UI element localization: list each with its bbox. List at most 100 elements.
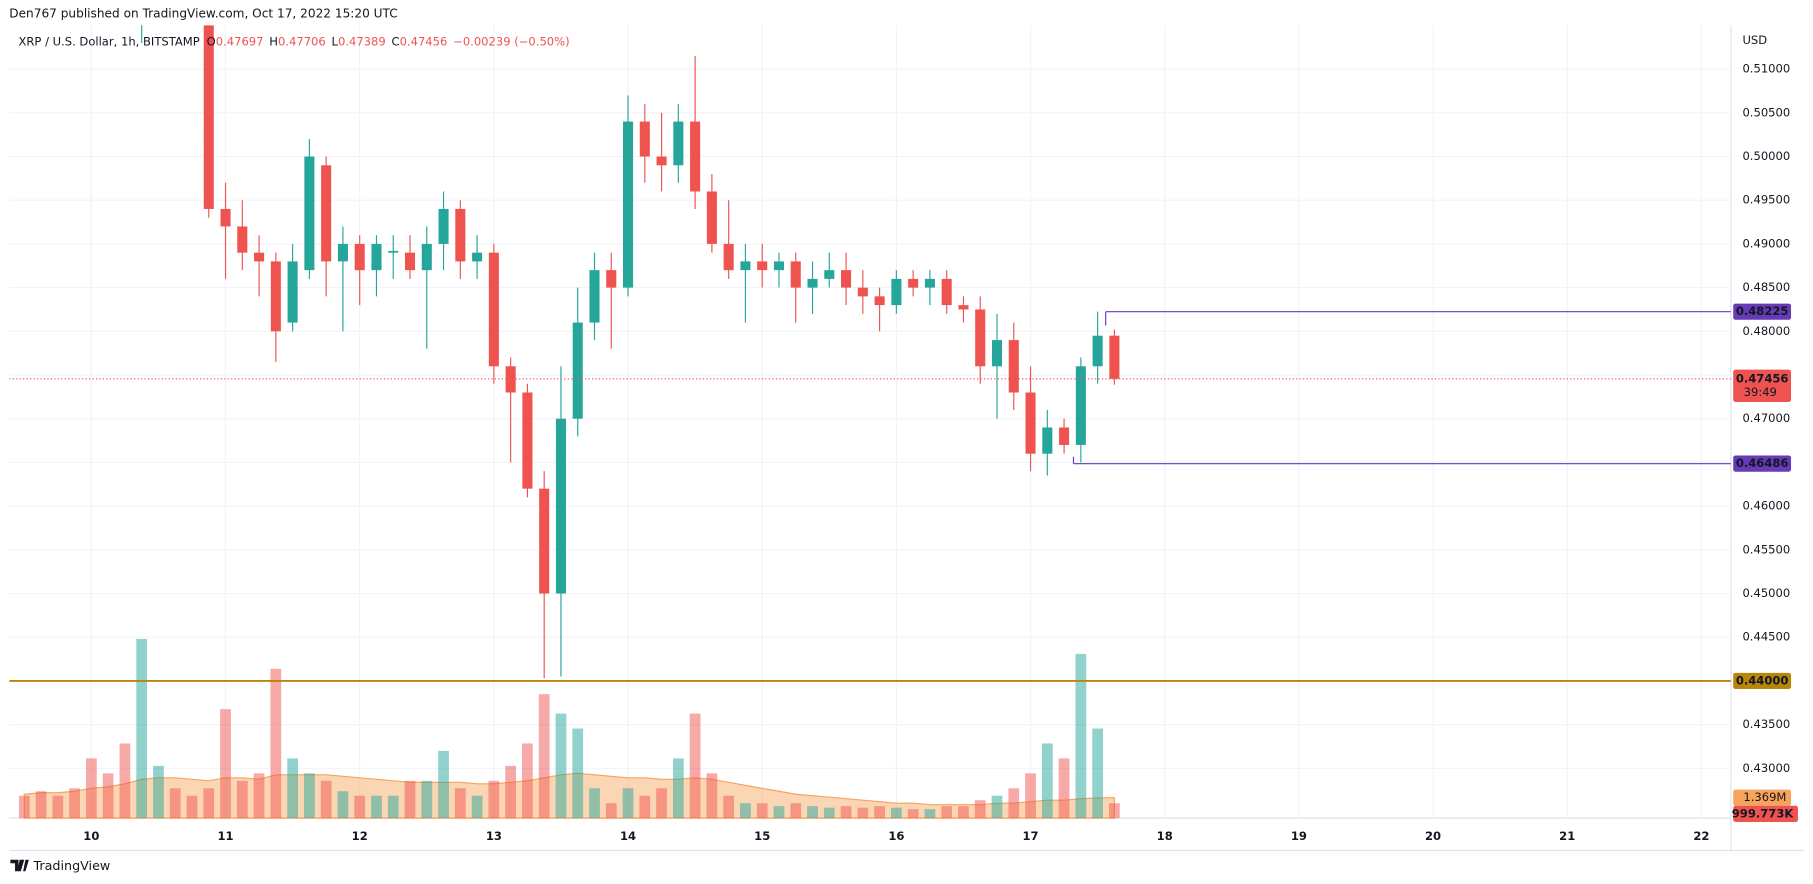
volume-bar bbox=[790, 803, 802, 819]
candle-body bbox=[908, 278, 919, 288]
candle-body bbox=[287, 261, 298, 323]
footer-brand: TradingView bbox=[33, 858, 111, 873]
legend-symbol: XRP / U.S. Dollar, 1h, BITSTAMP bbox=[19, 34, 200, 48]
x-tick-label: 22 bbox=[1693, 829, 1709, 843]
volume-bar bbox=[1075, 653, 1087, 819]
legend: XRP / U.S. Dollar, 1h, BITSTAMP O0.47697 H… bbox=[19, 34, 570, 48]
y-tick-label: 0.46000 bbox=[1742, 499, 1790, 513]
volume-bar bbox=[287, 758, 298, 819]
x-tick-label: 14 bbox=[620, 829, 636, 843]
volume-bar bbox=[773, 806, 785, 819]
candle-body bbox=[807, 278, 818, 288]
candle-body bbox=[1042, 427, 1053, 454]
y-tick-label: 0.43500 bbox=[1742, 717, 1790, 731]
x-tick-label: 10 bbox=[83, 829, 99, 843]
candle-body bbox=[824, 270, 835, 279]
volume-bar bbox=[639, 795, 651, 819]
publish-note: Den767 published on TradingView.com, Oct… bbox=[9, 6, 397, 20]
volume-bar bbox=[69, 788, 80, 819]
candle-body bbox=[505, 366, 516, 393]
volume-bar bbox=[186, 795, 198, 819]
volume-bar bbox=[689, 713, 701, 819]
candle-body bbox=[841, 270, 852, 288]
volume-bar bbox=[85, 758, 97, 819]
volume-bar bbox=[555, 713, 567, 819]
candle-body bbox=[555, 418, 566, 594]
volume-ma-badge bbox=[1733, 789, 1792, 806]
legend-key: H bbox=[269, 34, 278, 48]
volume-bar bbox=[35, 791, 47, 819]
candle-body bbox=[958, 305, 969, 310]
volume-bar bbox=[1092, 728, 1103, 819]
volume-bar bbox=[941, 806, 953, 819]
volume-pane bbox=[18, 638, 1120, 819]
candle-body bbox=[1075, 366, 1086, 445]
x-tick-label: 13 bbox=[486, 829, 502, 843]
candle-body bbox=[623, 121, 634, 288]
y-tick-label: 0.48000 bbox=[1742, 324, 1790, 338]
volume-bar bbox=[119, 743, 131, 819]
volume-ma-label: 1.369M bbox=[1743, 790, 1786, 804]
volume-bar bbox=[622, 788, 634, 819]
candle-body bbox=[522, 392, 533, 489]
candle-body bbox=[656, 156, 667, 166]
volume-bar bbox=[672, 758, 684, 819]
volume-bar bbox=[371, 795, 382, 819]
volume-bar bbox=[1025, 773, 1036, 819]
candle-body bbox=[891, 278, 902, 306]
candle-body bbox=[874, 296, 885, 306]
volume-bar bbox=[304, 773, 315, 819]
volume-bar bbox=[656, 788, 667, 819]
volume-bar bbox=[320, 780, 332, 819]
volume-last-badge bbox=[1733, 805, 1798, 822]
volume-bar bbox=[454, 788, 466, 819]
price-pane bbox=[9, 25, 1731, 682]
volume-bar bbox=[924, 809, 936, 819]
volume-bar bbox=[387, 795, 399, 819]
candle-body bbox=[572, 322, 583, 419]
volume-bar bbox=[1058, 758, 1070, 819]
volume-bar bbox=[337, 791, 349, 819]
x-tick-label: 18 bbox=[1157, 829, 1173, 843]
volume-bar bbox=[538, 694, 550, 819]
x-tick-label: 19 bbox=[1291, 829, 1307, 843]
volume-bar bbox=[471, 795, 483, 819]
volume-bar bbox=[1008, 788, 1020, 819]
candle-body bbox=[438, 208, 449, 244]
volume-bar bbox=[958, 806, 969, 819]
level-badge bbox=[1733, 303, 1792, 320]
candle-body bbox=[924, 278, 935, 288]
volume-bar bbox=[18, 795, 30, 819]
volume-bar bbox=[220, 709, 231, 819]
volume-bar bbox=[136, 638, 148, 819]
volume-bar bbox=[52, 795, 64, 819]
candle-body bbox=[1059, 427, 1070, 445]
y-tick-label: 0.49000 bbox=[1742, 236, 1790, 250]
candle-body bbox=[354, 243, 365, 271]
x-tick-label: 16 bbox=[888, 829, 904, 843]
candle-body bbox=[404, 252, 416, 271]
candle-body bbox=[1008, 340, 1019, 393]
x-tick-label: 17 bbox=[1023, 829, 1039, 843]
volume-bar bbox=[840, 806, 852, 819]
x-tick-label: 11 bbox=[217, 829, 233, 843]
y-tick-label: 0.50000 bbox=[1742, 149, 1790, 163]
footer-logo bbox=[10, 859, 29, 872]
candle-body bbox=[790, 261, 801, 288]
candle-body bbox=[321, 165, 332, 262]
volume-bar bbox=[522, 743, 533, 819]
candle-body bbox=[690, 121, 701, 192]
legend-value: 0.47456 bbox=[400, 34, 448, 48]
level-badge bbox=[1733, 455, 1792, 472]
countdown-label: 39:49 bbox=[1744, 385, 1777, 399]
volume-bar bbox=[605, 803, 617, 819]
candle-body bbox=[1025, 392, 1036, 454]
candle-body bbox=[270, 261, 281, 332]
y-tick-label: 0.49500 bbox=[1742, 193, 1790, 207]
volume-bar bbox=[756, 803, 768, 819]
volume-bar bbox=[203, 788, 215, 819]
volume-bar bbox=[253, 773, 265, 819]
volume-bar bbox=[740, 803, 751, 819]
